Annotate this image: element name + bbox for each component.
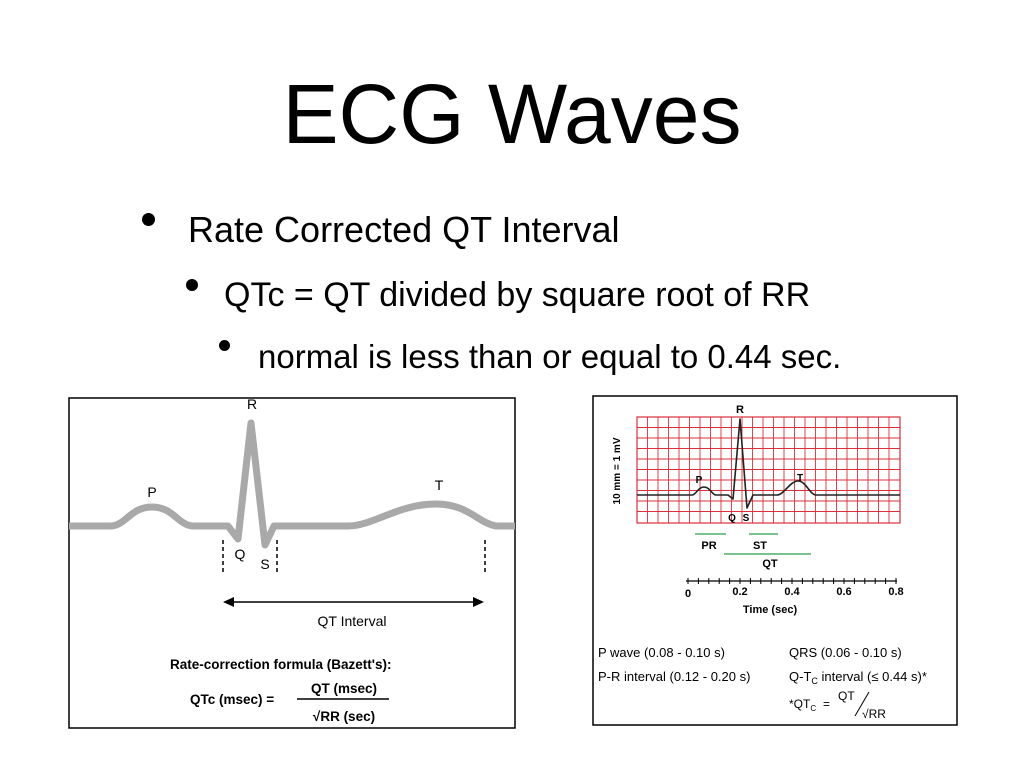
legend-qt-range: interval (≤ 0.44 s)*	[818, 669, 927, 684]
ecg-trace	[69, 419, 515, 549]
time-tick-label: 0	[685, 588, 691, 600]
legend-qtc-interval: Q-TC interval (≤ 0.44 s)*	[789, 669, 927, 686]
wave-label-s: S	[260, 556, 269, 572]
wave-label-p: P	[147, 484, 156, 500]
bullet-dot	[219, 340, 230, 351]
bullet-level-1: Rate Corrected QT Interval	[188, 209, 620, 250]
ecg-grid-diagram: 10 mm = 1 mV R P T Q S PR ST QT 0 0.2 0.4 0…	[592, 395, 958, 726]
bullet-level-2: QTc = QT divided by square root of RR	[224, 276, 811, 314]
bullet-dot	[186, 279, 198, 291]
wave-label-s: S	[743, 513, 750, 524]
formula-numerator: QT (msec)	[311, 681, 377, 696]
formula-heading: Rate-correction formula (Bazett's):	[170, 657, 392, 672]
legend-qt-text: Q-T	[789, 669, 811, 684]
wave-label-p: P	[696, 475, 703, 486]
arrow-head-left	[223, 597, 234, 607]
segment-label-st: ST	[753, 540, 767, 552]
ecg-trace	[637, 418, 900, 509]
legend-qt-subscript: C	[811, 676, 818, 686]
footnote-slash	[854, 691, 870, 717]
time-tick-label: 0.4	[784, 586, 800, 598]
wave-label-t: T	[797, 473, 803, 484]
figure-border	[68, 397, 516, 729]
footnote-eq: =	[823, 697, 830, 711]
qt-interval-label: QT Interval	[318, 613, 387, 629]
slide-title: ECG Waves	[282, 67, 742, 161]
interval-arrows	[695, 533, 811, 555]
ecg-paper-grid	[636, 416, 901, 524]
wave-label-r: R	[247, 397, 257, 412]
footnote-qtc-lhs: *QTC	[789, 697, 816, 713]
wave-label-q: Q	[728, 513, 736, 524]
qt-interval-svg: R P T Q S QT Interval Rate-correction fo…	[68, 396, 516, 729]
wave-label-t: T	[435, 477, 444, 493]
wave-label-q: Q	[235, 546, 246, 562]
footnote-denominator: √RR	[862, 707, 886, 721]
time-axis-label: Time (sec)	[743, 604, 798, 616]
formula-lhs: QTc (msec) =	[190, 692, 274, 707]
grid-frame	[636, 416, 901, 524]
bullet-dot	[142, 213, 155, 226]
ecg-grid-svg: 10 mm = 1 mV R P T Q S PR ST QT 0 0.2 0.4 0…	[592, 395, 958, 726]
time-tick-label: 0.2	[732, 586, 747, 598]
segment-label-qt: QT	[762, 558, 778, 570]
bullet-level-3: normal is less than or equal to 0.44 sec…	[258, 338, 842, 375]
time-tick-label: 0.6	[836, 586, 851, 598]
arrow-head-right	[473, 597, 484, 607]
legend-p-wave: P wave (0.08 - 0.10 s)	[598, 645, 725, 660]
y-axis-label: 10 mm = 1 mV	[612, 437, 623, 504]
footnote-numerator: QT	[838, 689, 855, 703]
formula-denominator: √RR (sec)	[313, 709, 375, 724]
segment-label-pr: PR	[701, 540, 716, 552]
legend-pr-interval: P-R interval (0.12 - 0.20 s)	[598, 669, 750, 684]
time-tick-label: 0.8	[888, 586, 903, 598]
wave-label-r: R	[736, 404, 744, 416]
time-axis-ticks: 0 0.2 0.4 0.6 0.8	[685, 578, 904, 600]
qt-interval-diagram: R P T Q S QT Interval Rate-correction fo…	[68, 396, 516, 729]
legend-qrs: QRS (0.06 - 0.10 s)	[789, 645, 902, 660]
